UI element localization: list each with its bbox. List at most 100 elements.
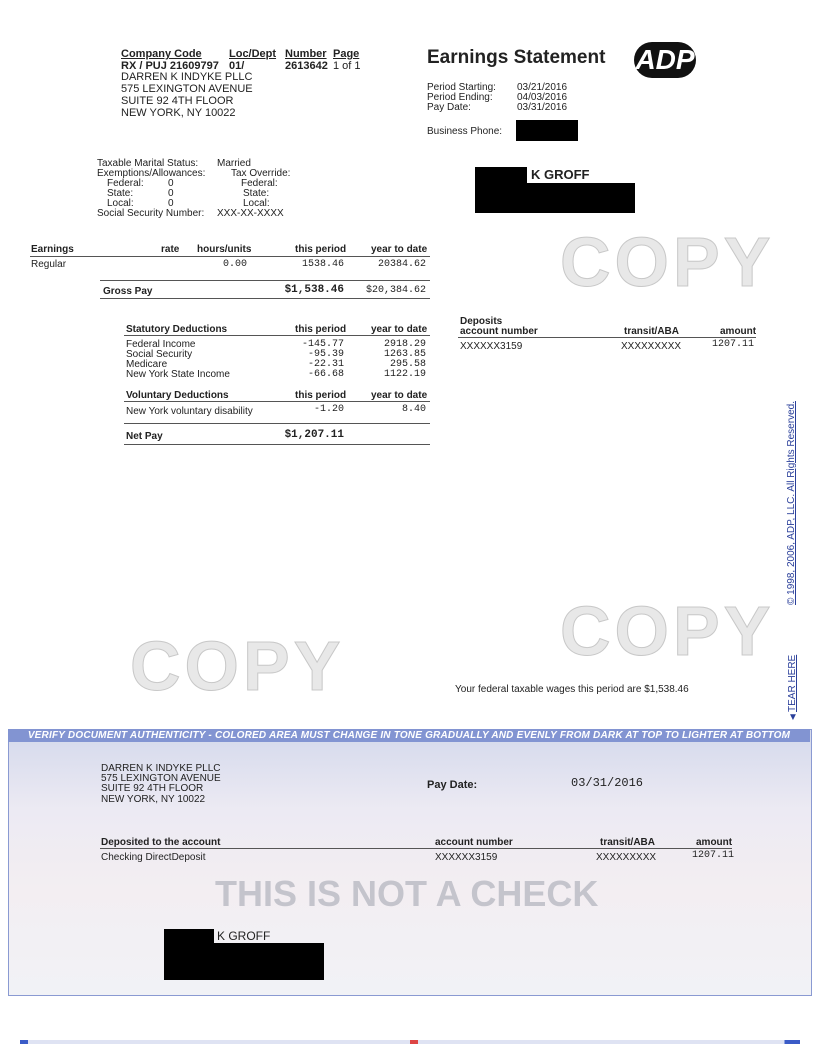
deduction-ytd: 1263.85 [383,349,426,360]
pay-date: 03/31/2016 [517,102,568,113]
override-state-label: State: [243,188,270,199]
divider [124,335,430,336]
deposit-account: XXXXXX3159 [460,341,523,352]
statutory-header: Statutory Deductions [126,324,228,335]
company-name: DARREN K INDYKE PLLC [121,71,253,83]
deduction-label: Medicare [126,359,168,370]
federal-label: Federal: [107,178,144,189]
company-address: SUITE 92 4TH FLOOR [121,95,234,107]
not-a-check-stamp: THIS IS NOT A CHECK [215,873,599,914]
adp-logo: ADP [634,42,696,78]
copy-watermark: COPY [559,223,775,301]
check-address: SUITE 92 4TH FLOOR [101,783,204,794]
account-number-header: account number [460,326,538,337]
redaction [475,183,635,213]
divider [458,337,756,338]
copy-watermark: COPY [129,627,345,705]
redaction [516,120,578,141]
override-federal-label: Federal: [241,178,278,189]
business-phone-label: Business Phone: [427,126,503,137]
deposit-amount: 1207.11 [711,339,754,350]
net-pay: $1,207.11 [284,429,344,441]
state-exemptions: 0 [168,188,174,199]
hours-header: hours/units [197,244,252,255]
transit-header: transit/ABA [624,326,680,337]
account-type: Checking DirectDeposit [101,852,206,863]
company-address: 575 LEXINGTON AVENUE [121,83,253,95]
company-code-label: Company Code [121,48,202,60]
amount-header: amount [720,326,757,337]
check-company-name: DARREN K INDYKE PLLC [101,763,221,774]
company-address: NEW YORK, NY 10022 [121,107,236,119]
number: 2613642 [285,60,328,72]
this-period-header: this period [295,390,347,401]
deduction-ytd: 1122.19 [383,369,426,380]
loc-dept: 01/ [229,60,245,72]
earning-label: Regular [31,259,67,270]
tear-here-label: TEAR HERE [787,654,798,712]
deduction-this-period: -1.20 [313,404,344,415]
divider [124,423,430,424]
copyright-notice: © 1998, 2006, ADP, LLC. All Rights Reser… [786,401,797,605]
voluntary-header: Voluntary Deductions [126,390,229,401]
divider [100,298,430,299]
deduction-ytd: 295.58 [389,359,426,370]
check-account: XXXXXX3159 [435,852,498,863]
check-account-header: account number [435,837,513,848]
bottom-security-strip [20,1040,800,1044]
ytd-header: year to date [371,324,428,335]
marital-status: Married [217,158,251,169]
deduction-this-period: -22.31 [307,359,344,370]
deduction-ytd: 8.40 [401,404,426,415]
period-ending-label: Period Ending: [427,92,493,103]
divider [100,848,732,849]
divider [124,401,430,402]
gross-pay-ytd: $20,384.62 [365,285,426,296]
deduction-this-period: -95.39 [307,349,344,360]
deduction-label: New York voluntary disability [126,406,253,417]
ytd-header: year to date [371,244,428,255]
loc-dept-label: Loc/Dept [229,48,277,60]
this-period-header: this period [295,244,347,255]
net-pay-label: Net Pay [126,431,163,442]
ssn-label: Social Security Number: [97,208,205,219]
exemptions-label: Exemptions/Allowances: [97,168,206,179]
local-label: Local: [107,198,134,209]
check-address: 575 LEXINGTON AVENUE [101,773,221,784]
this-period-header: this period [295,324,347,335]
check-amount: 1207.11 [692,850,735,861]
marital-status-label: Taxable Marital Status: [97,158,199,169]
divider [30,256,430,257]
period-starting: 03/21/2016 [517,82,568,93]
redaction [164,943,324,980]
earning-ytd: 20384.62 [377,259,426,270]
deduction-this-period: -145.77 [301,339,344,350]
redaction [475,167,527,183]
earning-hours: 0.00 [222,259,247,270]
check-pay-date-label: Pay Date: [427,779,478,791]
tear-arrow-icon: ▼ [788,712,798,723]
check-payee: K GROFF [217,929,271,943]
check-transit: XXXXXXXXX [596,852,657,863]
deduction-ytd: 2918.29 [383,339,426,350]
period-starting-label: Period Starting: [427,82,496,93]
redaction [164,929,214,943]
override-local-label: Local: [243,198,270,209]
deposit-transit: XXXXXXXXX [621,341,682,352]
deduction-label: Federal Income [126,339,196,350]
deposit-advice [8,729,812,996]
divider [124,444,430,445]
company-code: RX / PUJ 21609797 [121,60,219,72]
ssn: XXX-XX-XXXX [217,208,284,219]
check-amount-header: amount [696,837,733,848]
number-label: Number [285,48,327,60]
divider [100,280,430,281]
deduction-label: Social Security [126,349,193,360]
tax-override-label: Tax Override: [231,168,291,179]
page-number: 1 of 1 [333,60,361,72]
gross-pay: $1,538.46 [284,284,344,296]
ytd-header: year to date [371,390,428,401]
pay-date-label: Pay Date: [427,102,471,113]
deposited-label: Deposited to the account [101,837,221,848]
